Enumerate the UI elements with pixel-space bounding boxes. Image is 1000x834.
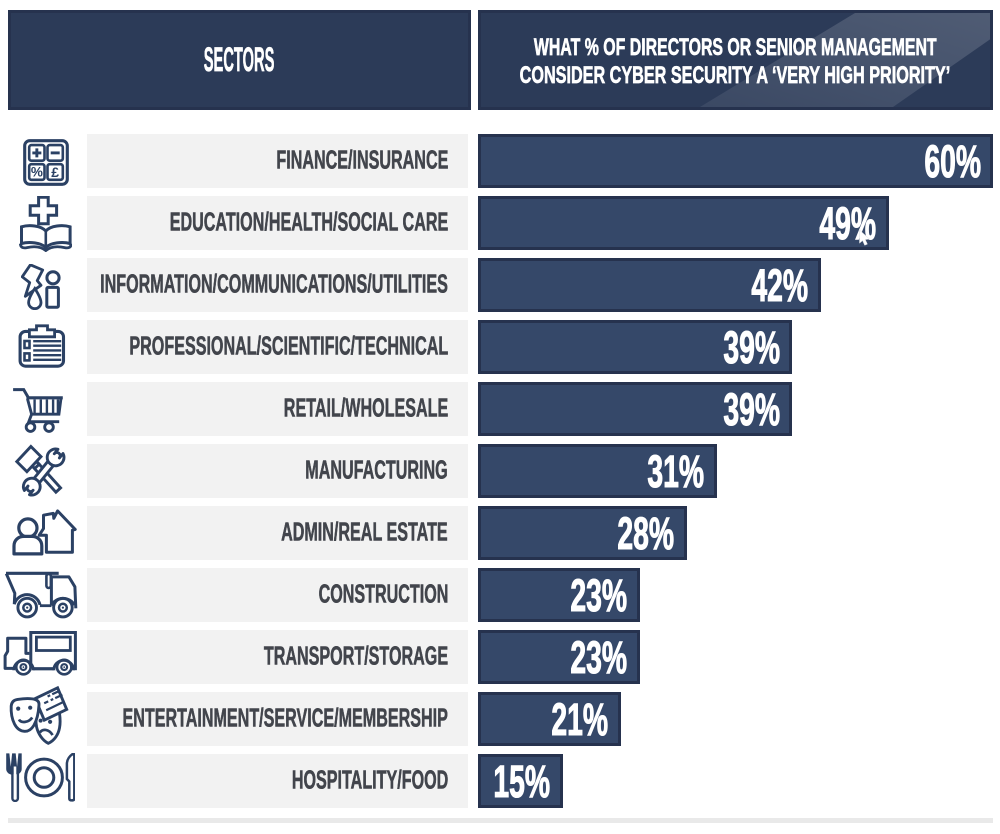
svg-text:%: % [30, 165, 42, 180]
svg-text:£: £ [51, 164, 59, 180]
